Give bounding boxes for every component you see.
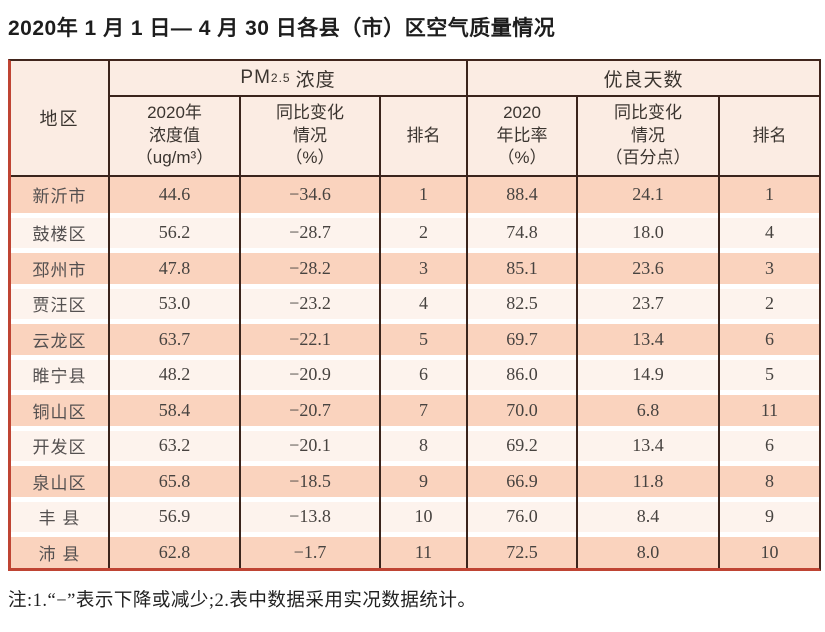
pm-rank-cell: 9 <box>381 461 466 497</box>
pm-change-cell: −18.5 <box>241 461 379 497</box>
pm-rank-cell: 3 <box>381 248 466 284</box>
good-change-cell: 13.4 <box>578 425 718 461</box>
good-ratio-cell: 74.8 <box>468 212 576 248</box>
region-cell: 泉山区 <box>11 461 108 497</box>
good-change-cell: 18.0 <box>578 212 718 248</box>
pm-change-cell: −23.2 <box>241 283 379 319</box>
pm-value-cell: 63.2 <box>110 425 239 461</box>
region-cell: 云龙区 <box>11 319 108 355</box>
good-rank-cell: 3 <box>720 248 819 284</box>
good-ratio-cell: 86.0 <box>468 354 576 390</box>
good-change-cell: 6.8 <box>578 390 718 426</box>
pm-rank-cell: 8 <box>381 425 466 461</box>
good-ratio-cell: 69.7 <box>468 319 576 355</box>
good-change-cell: 24.1 <box>578 177 718 213</box>
pm-change-cell: −22.1 <box>241 319 379 355</box>
good-rank-cell: 4 <box>720 212 819 248</box>
column-group-good-days: 优良天数 <box>468 61 819 97</box>
good-change-cell: 14.9 <box>578 354 718 390</box>
pm-change-cell: −28.7 <box>241 212 379 248</box>
good-ratio-cell: 66.9 <box>468 461 576 497</box>
pm-change-cell: −34.6 <box>241 177 379 213</box>
pm-rank-cell: 5 <box>381 319 466 355</box>
pm-change-cell: −28.2 <box>241 248 379 284</box>
pm-rank-cell: 10 <box>381 496 466 532</box>
region-cell: 贾汪区 <box>11 283 108 319</box>
good-rank-cell: 5 <box>720 354 819 390</box>
pm-value-cell: 58.4 <box>110 390 239 426</box>
pm-value-cell: 53.0 <box>110 283 239 319</box>
good-change-cell: 23.7 <box>578 283 718 319</box>
region-cell: 沛 县 <box>11 532 108 568</box>
pm-change-cell: −13.8 <box>241 496 379 532</box>
pm-value-cell: 56.9 <box>110 496 239 532</box>
good-rank-cell: 6 <box>720 319 819 355</box>
good-ratio-cell: 70.0 <box>468 390 576 426</box>
good-rank-cell: 6 <box>720 425 819 461</box>
pm-rank-cell: 7 <box>381 390 466 426</box>
pm-rank-cell: 4 <box>381 283 466 319</box>
air-quality-table: 地区 PM 2.5 浓度 优良天数 2020年 浓度值 （ug/m³） 同比变化 情… <box>8 59 821 571</box>
good-rank-cell: 1 <box>720 177 819 213</box>
good-rank-cell: 11 <box>720 390 819 426</box>
pm-value-cell: 44.6 <box>110 177 239 213</box>
page-title: 2020年 1 月 1 日— 4 月 30 日各县（市）区空气质量情况 <box>8 17 556 40</box>
region-cell: 邳州市 <box>11 248 108 284</box>
region-cell: 铜山区 <box>11 390 108 426</box>
pm-change-cell: −20.9 <box>241 354 379 390</box>
good-rank-cell: 9 <box>720 496 819 532</box>
column-header-good-ratio: 2020 年比率 （%） <box>468 97 576 177</box>
good-ratio-cell: 82.5 <box>468 283 576 319</box>
column-header-pm-change: 同比变化 情况 （%） <box>241 97 379 177</box>
table-footnote: 注:1.“−”表示下降或减少;2.表中数据采用实况数据统计。 <box>8 590 477 611</box>
pm-change-cell: −20.7 <box>241 390 379 426</box>
pm-rank-cell: 2 <box>381 212 466 248</box>
pm-value-cell: 65.8 <box>110 461 239 497</box>
page: 2020年 1 月 1 日— 4 月 30 日各县（市）区空气质量情况 地区 P… <box>0 12 825 632</box>
pm-value-cell: 63.7 <box>110 319 239 355</box>
pm-value-cell: 56.2 <box>110 212 239 248</box>
pm-value-cell: 47.8 <box>110 248 239 284</box>
region-cell: 睢宁县 <box>11 354 108 390</box>
pm-change-cell: −1.7 <box>241 532 379 568</box>
column-header-good-change: 同比变化 情况 （百分点） <box>578 97 718 177</box>
pm-label: PM <box>240 67 271 88</box>
good-change-cell: 13.4 <box>578 319 718 355</box>
pm-change-cell: −20.1 <box>241 425 379 461</box>
pm-rank-cell: 1 <box>381 177 466 213</box>
column-header-good-rank: 排名 <box>720 97 819 177</box>
good-ratio-cell: 76.0 <box>468 496 576 532</box>
good-ratio-cell: 72.5 <box>468 532 576 568</box>
pm-rank-cell: 11 <box>381 532 466 568</box>
column-header-pm-rank: 排名 <box>381 97 466 177</box>
region-cell: 丰 县 <box>11 496 108 532</box>
region-cell: 开发区 <box>11 425 108 461</box>
column-group-pm25: PM 2.5 浓度 <box>110 61 466 97</box>
good-rank-cell: 2 <box>720 283 819 319</box>
region-cell: 鼓楼区 <box>11 212 108 248</box>
good-rank-cell: 8 <box>720 461 819 497</box>
pm-value-cell: 48.2 <box>110 354 239 390</box>
pm-group-suffix: 浓度 <box>295 69 336 91</box>
column-header-pm-value: 2020年 浓度值 （ug/m³） <box>110 97 239 177</box>
good-ratio-cell: 69.2 <box>468 425 576 461</box>
pm-value-cell: 62.8 <box>110 532 239 568</box>
pm-rank-cell: 6 <box>381 354 466 390</box>
good-change-cell: 23.6 <box>578 248 718 284</box>
good-rank-cell: 10 <box>720 532 819 568</box>
region-cell: 新沂市 <box>11 177 108 213</box>
good-ratio-cell: 85.1 <box>468 248 576 284</box>
pm-subscript: 2.5 <box>270 71 291 85</box>
good-change-cell: 8.4 <box>578 496 718 532</box>
column-header-region: 地区 <box>11 61 108 177</box>
good-change-cell: 11.8 <box>578 461 718 497</box>
good-ratio-cell: 88.4 <box>468 177 576 213</box>
good-change-cell: 8.0 <box>578 532 718 568</box>
